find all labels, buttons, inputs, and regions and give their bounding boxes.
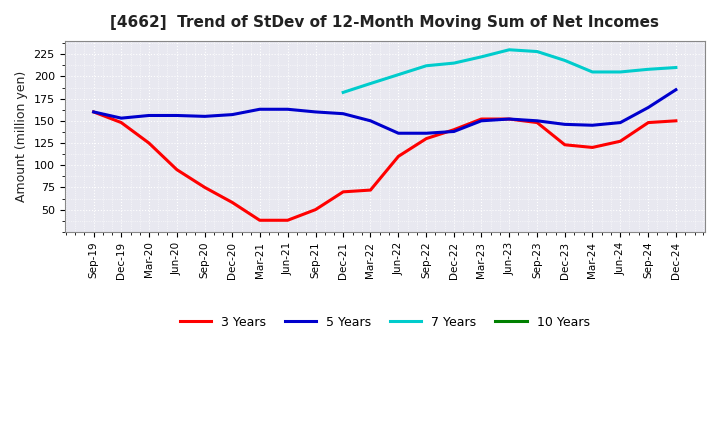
Y-axis label: Amount (million yen): Amount (million yen) <box>15 71 28 202</box>
Line: 5 Years: 5 Years <box>94 90 676 133</box>
Line: 3 Years: 3 Years <box>94 112 676 220</box>
Title: [4662]  Trend of StDev of 12-Month Moving Sum of Net Incomes: [4662] Trend of StDev of 12-Month Moving… <box>110 15 660 30</box>
Legend: 3 Years, 5 Years, 7 Years, 10 Years: 3 Years, 5 Years, 7 Years, 10 Years <box>175 311 595 334</box>
Line: 7 Years: 7 Years <box>343 50 676 92</box>
